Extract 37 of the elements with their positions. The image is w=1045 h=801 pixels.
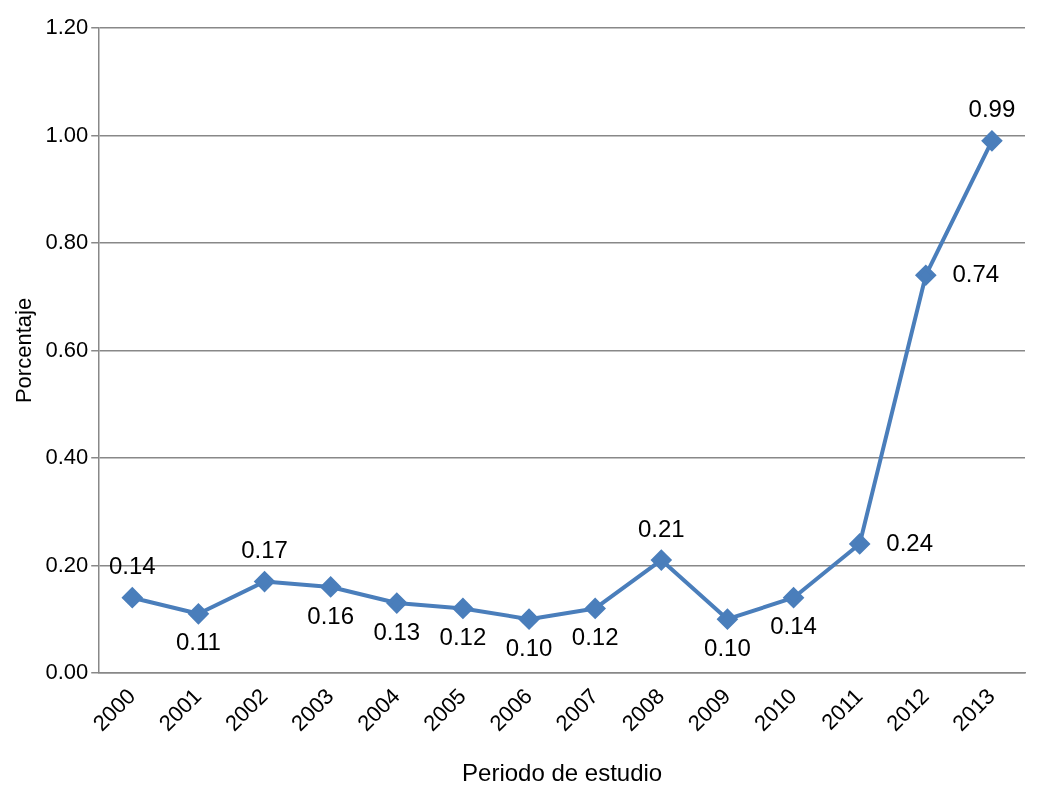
- data-label: 0.10: [704, 633, 751, 661]
- point: [849, 533, 870, 554]
- data-label: 0.99: [968, 95, 1016, 123]
- data-label: 0.10: [505, 633, 553, 661]
- y-tick-label: 1.20: [45, 14, 89, 40]
- y-tick-label: 0.60: [45, 336, 89, 362]
- point: [386, 593, 407, 614]
- data-label: 0.14: [770, 612, 817, 640]
- point: [452, 598, 473, 619]
- y-tick-label: 0.40: [45, 444, 89, 470]
- x-axis-title: Periodo de estudio: [462, 759, 663, 787]
- data-label: 0.17: [241, 536, 288, 564]
- point: [651, 550, 672, 571]
- data-label: 0.24: [886, 528, 934, 556]
- point: [717, 609, 738, 630]
- data-label: 0.13: [373, 617, 421, 645]
- point: [188, 603, 209, 624]
- point: [254, 571, 275, 592]
- data-label: 0.74: [952, 259, 1000, 287]
- y-tick-label: 0.80: [45, 229, 89, 255]
- data-label: 0.12: [439, 623, 487, 651]
- data-label: 0.12: [571, 623, 619, 651]
- point: [320, 576, 341, 597]
- y-axis-title: Porcentaje: [11, 297, 37, 404]
- y-tick-label: 0.20: [45, 551, 89, 577]
- data-label: 0.21: [637, 514, 685, 542]
- data-label: 0.16: [307, 601, 355, 629]
- point: [981, 130, 1002, 151]
- y-tick-label: 0.00: [45, 658, 89, 684]
- data-label: 0.14: [108, 552, 156, 580]
- point: [915, 265, 936, 286]
- point: [122, 587, 143, 608]
- point: [519, 609, 540, 630]
- point: [585, 598, 606, 619]
- y-tick-label: 1.00: [45, 121, 89, 147]
- data-label: 0.11: [175, 628, 221, 656]
- point: [783, 587, 804, 608]
